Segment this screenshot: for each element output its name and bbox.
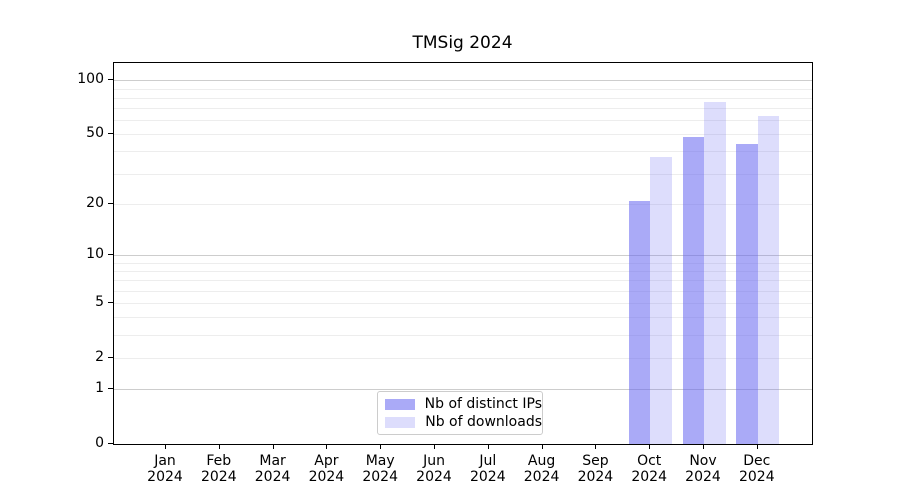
y-tick-label-2: 2	[95, 348, 104, 365]
legend-swatch-downloads	[385, 416, 416, 428]
y-tick-mark-100	[108, 79, 113, 81]
y-tick-label-50: 50	[86, 125, 104, 142]
y-tick-label-100: 100	[77, 71, 104, 88]
y-tick-mark-5	[108, 301, 113, 303]
gridline-60	[114, 120, 812, 122]
x-tick-label-dec: Dec 2024	[738, 453, 775, 485]
x-tick-mark-dec	[756, 444, 758, 449]
gridline-3	[114, 334, 812, 336]
bar-ips-nov	[682, 137, 704, 444]
gridline-7	[114, 280, 812, 282]
gridline-70	[114, 108, 812, 110]
y-tick-mark-0	[108, 443, 113, 444]
x-tick-mark-feb	[218, 444, 220, 449]
legend-label-distinct-ips: Nb of distinct IPs	[424, 396, 542, 412]
bar-downloads-nov	[704, 101, 726, 444]
y-tick-label-1: 1	[95, 380, 104, 397]
x-tick-mark-oct	[649, 444, 651, 449]
y-tick-mark-20	[108, 203, 113, 205]
gridline-1	[114, 389, 812, 391]
legend-item-downloads: Nb of downloads	[385, 415, 542, 429]
gridline-30	[114, 173, 812, 175]
y-tick-label-20: 20	[86, 195, 104, 212]
legend-label-downloads: Nb of downloads	[425, 414, 542, 430]
bar-ips-oct	[628, 200, 651, 444]
gridline-50	[114, 134, 812, 136]
y-tick-label-5: 5	[95, 293, 104, 310]
x-tick-mark-jun	[434, 444, 435, 449]
x-tick-mark-jul	[487, 444, 489, 449]
gridline-4	[114, 317, 812, 319]
plot-area	[113, 62, 813, 445]
gridline-40	[114, 151, 812, 153]
chart-title: TMSig 2024	[412, 33, 513, 53]
gridline-2	[114, 357, 812, 359]
x-tick-mark-may	[380, 444, 382, 449]
y-tick-label-0: 0	[95, 435, 104, 451]
gridline-80	[114, 97, 812, 99]
legend: Nb of distinct IPs Nb of downloads	[377, 391, 543, 435]
x-tick-label-jul: Jul 2024	[469, 453, 506, 485]
gridline-20	[114, 204, 812, 206]
gridline-6	[114, 290, 812, 292]
y-tick-mark-2	[108, 356, 113, 358]
y-tick-mark-10	[108, 254, 113, 256]
x-tick-label-jun: Jun 2024	[416, 453, 452, 485]
x-tick-label-may: May 2024	[362, 453, 398, 485]
x-tick-mark-jan	[165, 444, 166, 449]
x-tick-mark-apr	[326, 444, 328, 449]
x-tick-label-aug: Aug 2024	[523, 453, 560, 485]
gridline-100	[114, 80, 812, 82]
x-tick-label-nov: Nov 2024	[685, 453, 721, 485]
x-tick-label-feb: Feb 2024	[200, 453, 237, 485]
x-tick-label-jan: Jan 2024	[147, 453, 183, 485]
gridline-90	[114, 88, 812, 90]
x-tick-mark-mar	[272, 444, 274, 449]
bar-downloads-oct	[650, 157, 672, 444]
x-tick-label-mar: Mar 2024	[254, 453, 291, 485]
gridline-8	[114, 270, 812, 272]
x-tick-label-sep: Sep 2024	[577, 453, 614, 485]
y-tick-mark-50	[108, 133, 113, 135]
bar-ips-dec	[736, 144, 758, 444]
y-tick-mark-1	[108, 388, 113, 390]
legend-item-distinct-ips: Nb of distinct IPs	[385, 397, 542, 411]
x-tick-label-apr: Apr 2024	[308, 453, 345, 485]
x-tick-mark-sep	[595, 444, 597, 449]
x-tick-mark-aug	[541, 444, 543, 449]
gridline-9	[114, 262, 812, 264]
gridline-10	[114, 255, 812, 257]
legend-swatch-distinct-ips	[385, 398, 415, 410]
x-tick-mark-nov	[703, 444, 704, 449]
gridline-5	[114, 302, 812, 304]
bar-downloads-dec	[757, 116, 780, 444]
x-tick-label-oct: Oct 2024	[631, 453, 667, 485]
y-tick-label-10: 10	[86, 246, 104, 263]
